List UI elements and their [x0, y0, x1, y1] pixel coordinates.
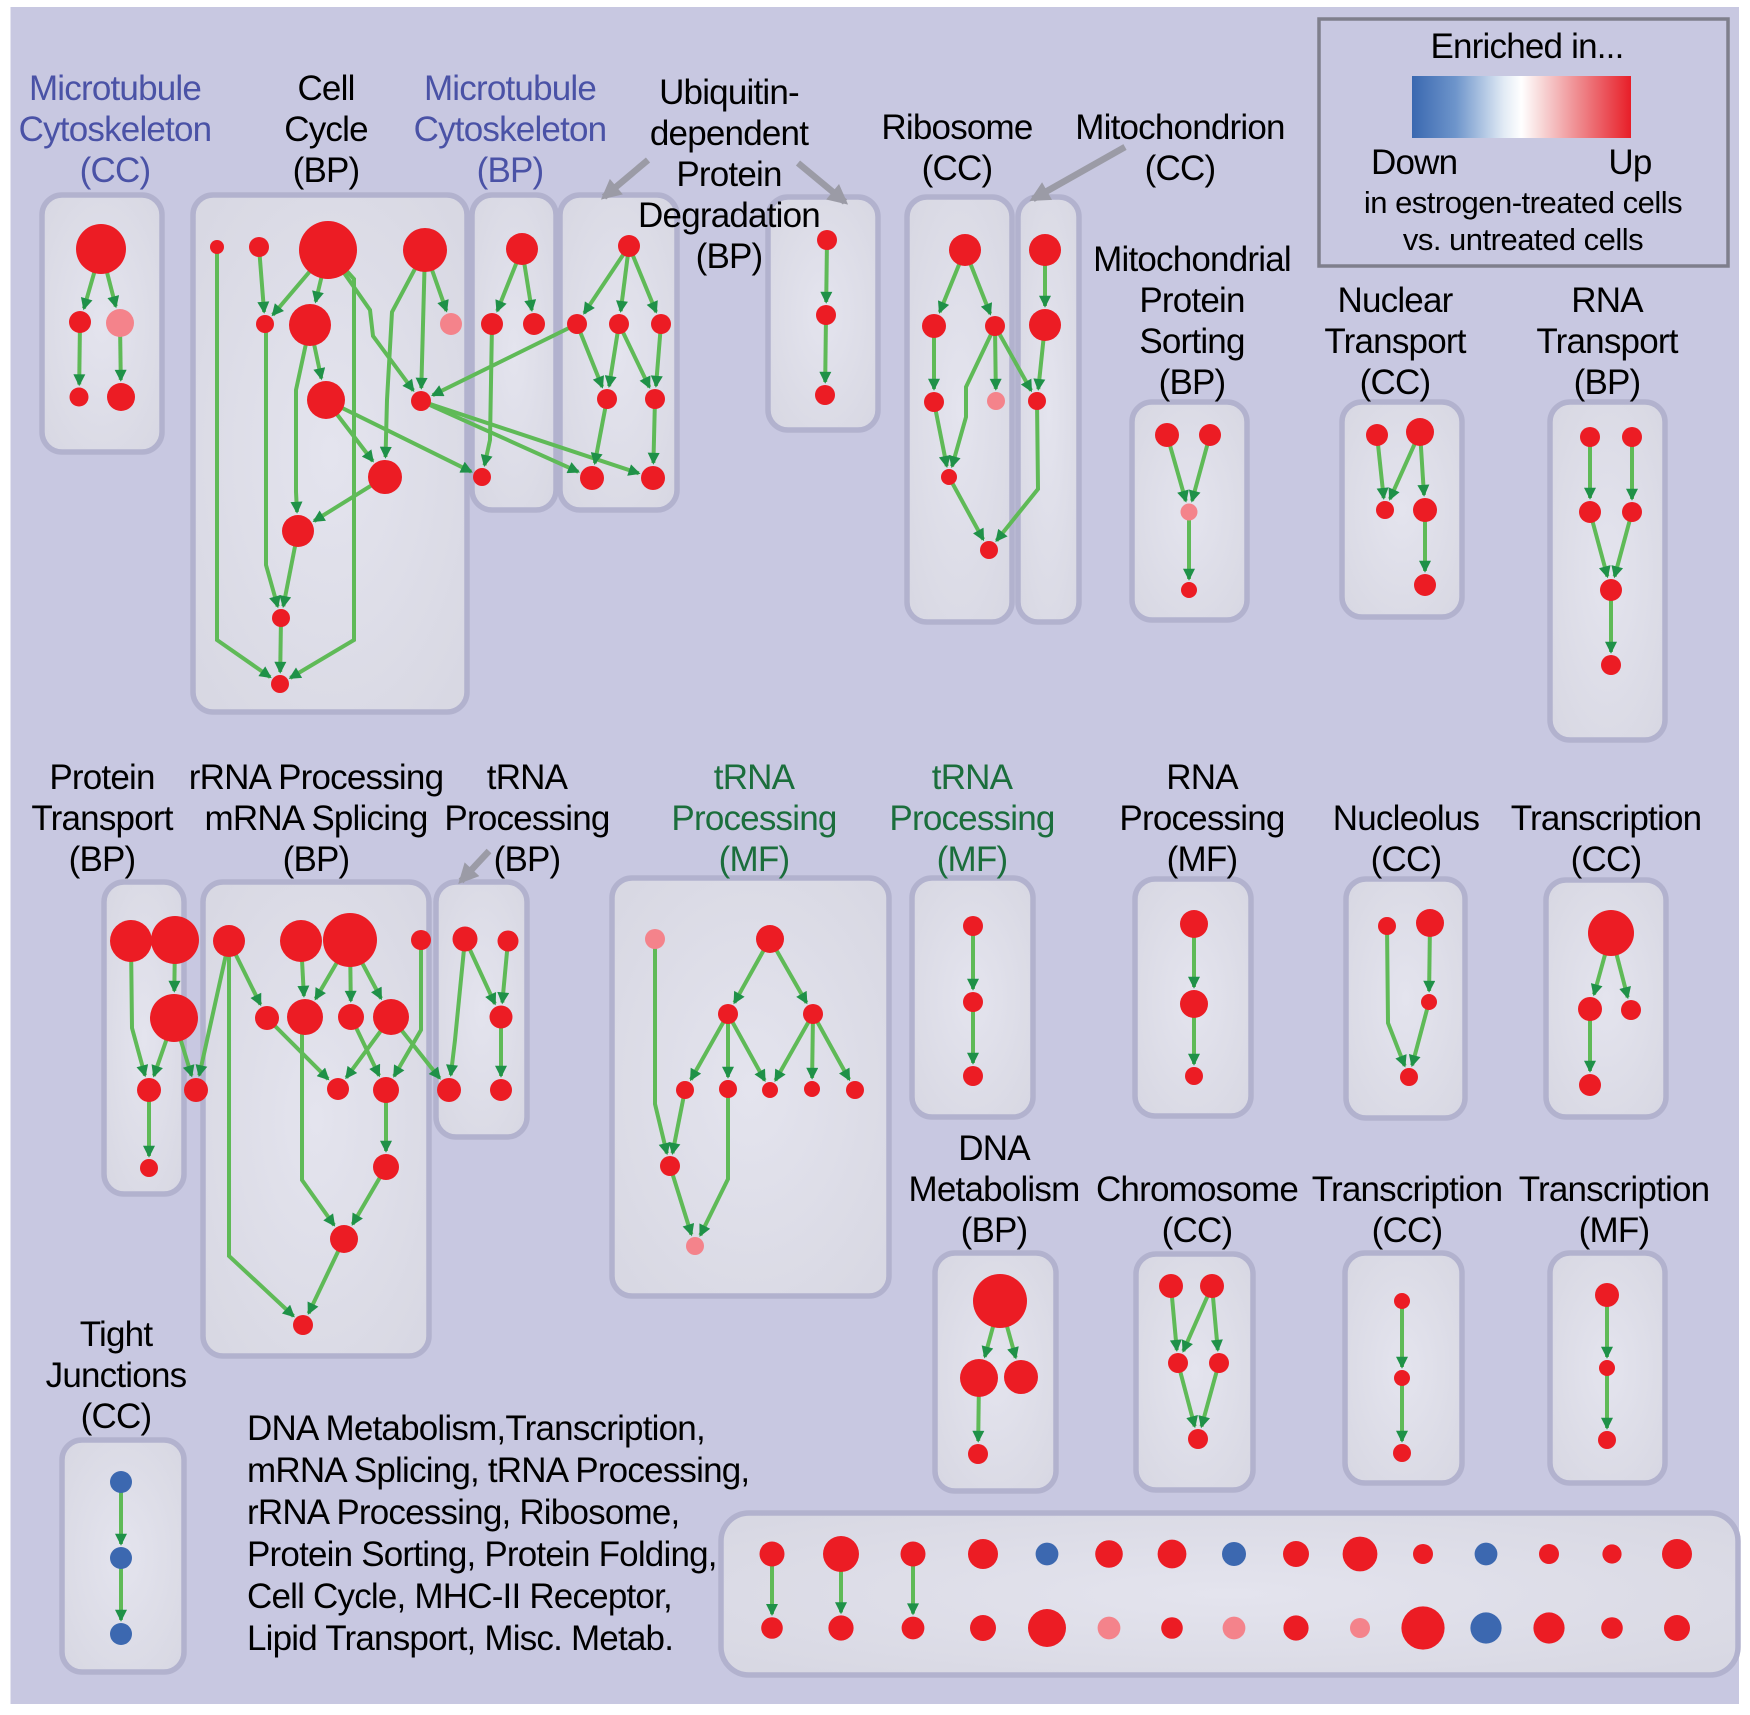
svg-text:Junctions: Junctions	[46, 1356, 187, 1395]
svg-text:(CC): (CC)	[81, 1397, 152, 1436]
svg-text:Ubiquitin-: Ubiquitin-	[659, 73, 799, 112]
svg-text:(MF): (MF)	[937, 840, 1008, 879]
svg-text:(CC): (CC)	[922, 149, 993, 188]
svg-text:vs. untreated cells: vs. untreated cells	[1403, 222, 1643, 257]
svg-text:(MF): (MF)	[1167, 840, 1238, 879]
svg-text:Nucleolus: Nucleolus	[1333, 799, 1480, 838]
svg-text:Transcription: Transcription	[1511, 799, 1702, 838]
svg-text:(MF): (MF)	[719, 840, 790, 879]
svg-text:Microtubule: Microtubule	[29, 69, 201, 108]
svg-text:RNA: RNA	[1166, 758, 1239, 797]
svg-text:rRNA Processing: rRNA Processing	[189, 758, 443, 797]
svg-text:tRNA: tRNA	[714, 758, 796, 797]
svg-text:(BP): (BP)	[1574, 363, 1641, 402]
svg-text:Cell: Cell	[297, 69, 354, 108]
svg-text:Protein: Protein	[1139, 281, 1244, 320]
svg-text:Down: Down	[1371, 143, 1457, 182]
svg-text:Cell Cycle, MHC-II Receptor,: Cell Cycle, MHC-II Receptor,	[247, 1577, 672, 1616]
svg-text:Cycle: Cycle	[284, 110, 368, 149]
svg-text:(BP): (BP)	[69, 840, 136, 879]
svg-text:Transport: Transport	[31, 799, 173, 838]
svg-text:Up: Up	[1608, 143, 1651, 182]
svg-text:(CC): (CC)	[1162, 1211, 1233, 1250]
svg-text:Transcription: Transcription	[1312, 1170, 1503, 1209]
svg-text:tRNA: tRNA	[487, 758, 569, 797]
svg-text:Protein: Protein	[676, 155, 781, 194]
svg-text:Processing: Processing	[444, 799, 609, 838]
svg-text:(CC): (CC)	[1371, 840, 1442, 879]
svg-text:mRNA Splicing: mRNA Splicing	[204, 799, 427, 838]
svg-text:Nuclear: Nuclear	[1337, 281, 1453, 320]
svg-text:Microtubule: Microtubule	[424, 69, 596, 108]
svg-text:Processing: Processing	[889, 799, 1054, 838]
svg-text:(MF): (MF)	[1579, 1211, 1650, 1250]
svg-text:Cytoskeleton: Cytoskeleton	[19, 110, 212, 149]
svg-text:dependent: dependent	[650, 114, 809, 153]
svg-text:RNA: RNA	[1571, 281, 1644, 320]
svg-text:Protein Sorting, Protein Foldi: Protein Sorting, Protein Folding,	[247, 1535, 717, 1574]
svg-text:Lipid Transport, Misc. Metab.: Lipid Transport, Misc. Metab.	[247, 1619, 673, 1658]
svg-text:(CC): (CC)	[1571, 840, 1642, 879]
svg-text:Degradation: Degradation	[638, 196, 820, 235]
svg-text:(CC): (CC)	[1145, 149, 1216, 188]
svg-text:DNA Metabolism,Transcription,: DNA Metabolism,Transcription,	[247, 1409, 705, 1448]
svg-text:(BP): (BP)	[494, 840, 561, 879]
svg-text:rRNA Processing, Ribosome,: rRNA Processing, Ribosome,	[247, 1493, 679, 1532]
svg-text:(CC): (CC)	[80, 151, 151, 190]
svg-text:tRNA: tRNA	[932, 758, 1014, 797]
svg-text:(BP): (BP)	[477, 151, 544, 190]
svg-text:Processing: Processing	[671, 799, 836, 838]
svg-text:(BP): (BP)	[696, 237, 763, 276]
svg-text:in estrogen-treated cells: in estrogen-treated cells	[1364, 185, 1682, 220]
svg-text:Cytoskeleton: Cytoskeleton	[414, 110, 607, 149]
svg-text:Mitochondrion: Mitochondrion	[1075, 108, 1284, 147]
svg-text:mRNA Splicing, tRNA Processing: mRNA Splicing, tRNA Processing,	[247, 1451, 749, 1490]
svg-text:Transport: Transport	[1324, 322, 1466, 361]
svg-text:(BP): (BP)	[1159, 363, 1226, 402]
svg-text:Ribosome: Ribosome	[881, 108, 1032, 147]
svg-text:(BP): (BP)	[293, 151, 360, 190]
svg-text:Transcription: Transcription	[1519, 1170, 1710, 1209]
svg-text:Mitochondrial: Mitochondrial	[1093, 240, 1291, 279]
svg-text:Protein: Protein	[49, 758, 154, 797]
svg-text:Sorting: Sorting	[1139, 322, 1244, 361]
svg-text:Enriched in...: Enriched in...	[1430, 27, 1623, 66]
svg-text:(BP): (BP)	[283, 840, 350, 879]
svg-text:Transport: Transport	[1536, 322, 1678, 361]
svg-text:(CC): (CC)	[1360, 363, 1431, 402]
svg-text:Tight: Tight	[80, 1315, 154, 1354]
svg-text:(BP): (BP)	[961, 1211, 1028, 1250]
svg-text:Processing: Processing	[1119, 799, 1284, 838]
svg-text:Chromosome: Chromosome	[1096, 1170, 1298, 1209]
svg-text:(CC): (CC)	[1372, 1211, 1443, 1250]
svg-text:Metabolism: Metabolism	[909, 1170, 1080, 1209]
svg-text:DNA: DNA	[958, 1129, 1031, 1168]
